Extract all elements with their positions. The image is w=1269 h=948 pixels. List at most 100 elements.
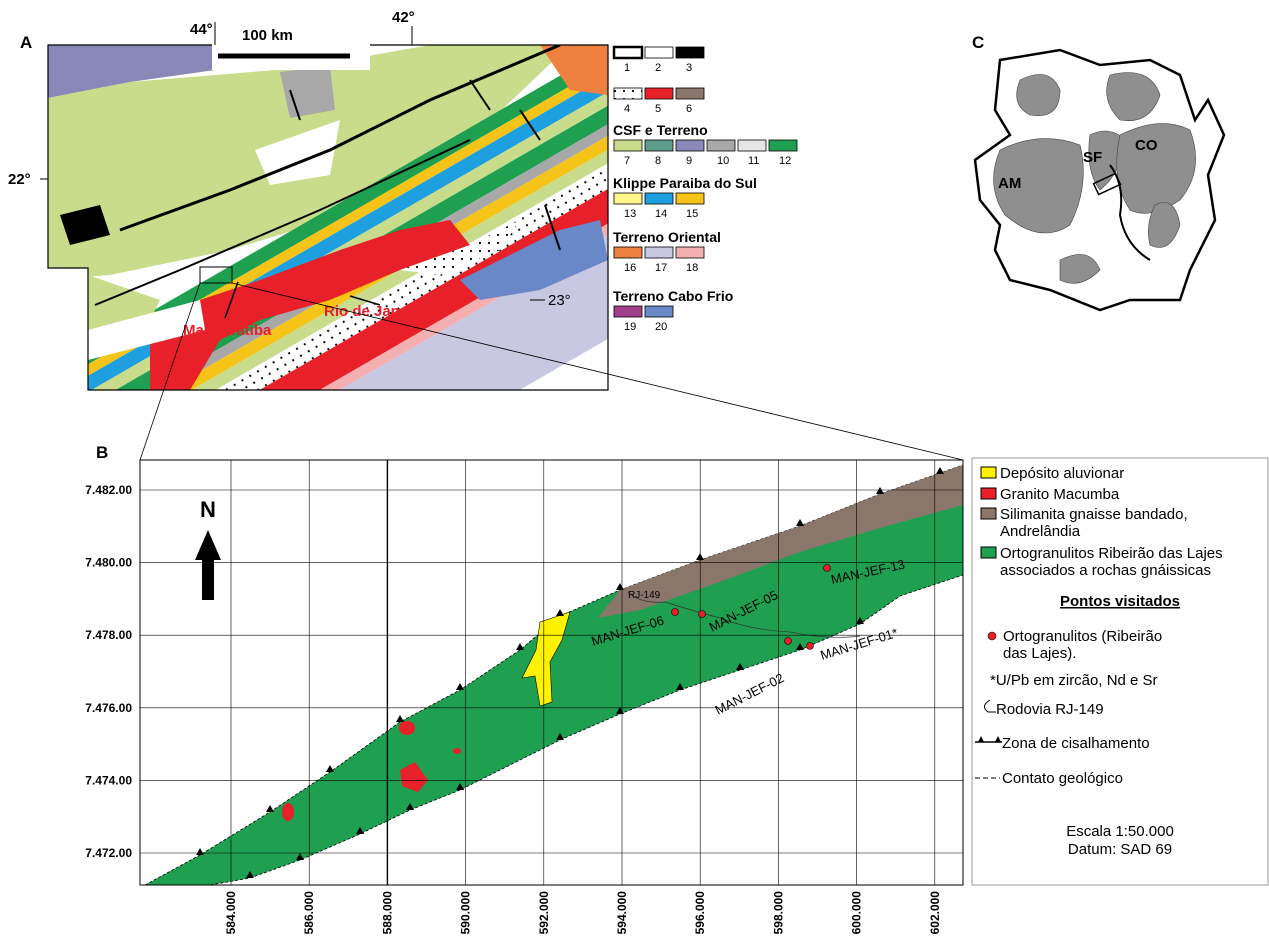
shear-tick [936, 467, 944, 474]
road-label: RJ-149 [628, 590, 661, 601]
legend-label: 7 [624, 155, 630, 167]
legend-label: 16 [624, 262, 636, 274]
scale-label: 100 km [242, 27, 293, 44]
x-tick-label: 594.000 [615, 891, 629, 935]
legend-swatch [645, 88, 673, 99]
legend-swatch [676, 193, 704, 204]
lon-label: 42° [392, 9, 415, 26]
legend-label: 20 [655, 321, 667, 333]
legend-text: Zona de cisalhamento [1002, 735, 1150, 752]
legend-swatch [614, 193, 642, 204]
legend-label: 2 [655, 62, 661, 74]
shear-tick [516, 643, 524, 650]
y-tick-label: 7.472.00 [85, 846, 132, 860]
shear-tick [266, 805, 274, 812]
shear-tick [796, 519, 804, 526]
region-label: AM [998, 175, 1021, 192]
legend-swatch [645, 193, 673, 204]
legend-label: 18 [686, 262, 698, 274]
x-tick-label: 592.000 [537, 891, 551, 935]
legend-text: Granito Macumba [1000, 486, 1120, 503]
x-tick-label: 588.000 [380, 891, 394, 935]
shear-tick [556, 609, 564, 616]
legend-swatch [645, 140, 673, 151]
legend-swatch [614, 88, 642, 99]
legend-label: 19 [624, 321, 636, 333]
legend-label: 10 [717, 155, 729, 167]
legend-label: 3 [686, 62, 692, 74]
point-label: MAN-JEF-02 [713, 670, 787, 717]
legend-swatch [645, 247, 673, 258]
legend-text: Contato geológico [1002, 770, 1123, 787]
lon-label: 44° [190, 21, 213, 38]
panel-c: C AM SF CO [972, 33, 1224, 310]
legend-swatch [676, 140, 704, 151]
legend-swatch [645, 47, 673, 58]
map-b [145, 465, 963, 885]
panel-b: B 584.000 586.000 588.000 590.000 592.000 594… [85, 443, 1268, 934]
legend-label: 14 [655, 208, 667, 220]
legend-label: 13 [624, 208, 636, 220]
shear-tick [196, 848, 204, 855]
x-tick-label: 590.000 [459, 891, 473, 935]
legend-text: *U/Pb em zircão, Nd e Sr [990, 672, 1158, 689]
legend-swatch [614, 47, 642, 58]
legend-text: Depósito aluvionar [1000, 465, 1124, 482]
shear-tick [456, 683, 464, 690]
y-tick-label: 7.480.00 [85, 556, 132, 570]
panel-label: B [96, 443, 108, 462]
legend-swatch [614, 247, 642, 258]
legend-swatch [676, 88, 704, 99]
shear-tick [326, 765, 334, 772]
legend-label: 5 [655, 103, 661, 115]
x-tick-label: 596.000 [693, 891, 707, 935]
legend-label: 8 [655, 155, 661, 167]
legend-swatch [614, 306, 642, 317]
shear-tick [876, 487, 884, 494]
legend-heading: Klippe Paraiba do Sul [613, 175, 757, 191]
legend-label: 11 [748, 155, 759, 167]
y-tick-label: 7.474.00 [85, 773, 132, 787]
lat-label: 23° [548, 292, 571, 309]
legend-label: 12 [779, 155, 791, 167]
x-tick-label: 586.000 [302, 891, 316, 935]
legend-heading: Terreno Cabo Frio [613, 288, 733, 304]
panel-label: C [972, 33, 984, 52]
legend-heading: Terreno Oriental [613, 229, 721, 245]
panel-label: A [20, 33, 32, 52]
x-tick-label: 600.000 [850, 891, 864, 935]
legend-swatch [707, 140, 735, 151]
place-label: Mangaratiba [183, 322, 272, 339]
legend-label: 15 [686, 208, 698, 220]
y-tick-label: 7.478.00 [85, 628, 132, 642]
x-tick-label: 598.000 [771, 891, 785, 935]
legend-text: Escala 1:50.000 [1066, 823, 1174, 840]
legend-swatch [676, 47, 704, 58]
north-label: N [200, 497, 216, 522]
legend-swatch [645, 306, 673, 317]
lat-label: 22° [8, 171, 31, 188]
legend-swatch [676, 247, 704, 258]
legend-label: 9 [686, 155, 692, 167]
legend-heading: CSF e Terreno [613, 122, 708, 138]
legend-label: 4 [624, 103, 630, 115]
figure: A [0, 0, 1269, 943]
legend-swatch [614, 140, 642, 151]
legend-swatch [738, 140, 766, 151]
region-label: CO [1135, 137, 1158, 154]
region-label: SF [1083, 149, 1102, 166]
y-tick-label: 7.482.00 [85, 483, 132, 497]
shear-tick [616, 583, 624, 590]
shear-tick [396, 715, 404, 722]
y-tick-label: 7.476.00 [85, 701, 132, 715]
legend-text: Rodovia RJ-149 [996, 701, 1104, 718]
legend-label: 6 [686, 103, 692, 115]
legend-heading: Pontos visitados [1060, 593, 1180, 610]
x-tick-label: 584.000 [224, 891, 238, 935]
legend-label: 17 [655, 262, 667, 274]
legend-swatch [769, 140, 797, 151]
x-tick-label: 602.000 [928, 891, 942, 935]
legend-text: Datum: SAD 69 [1068, 841, 1172, 858]
